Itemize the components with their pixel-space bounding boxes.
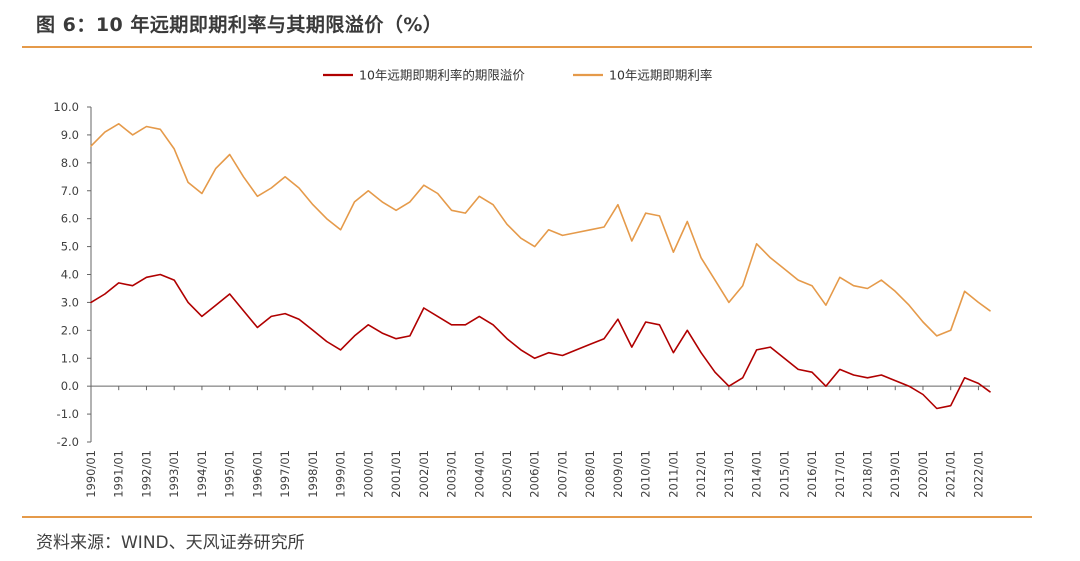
- y-tick-label: 6.0: [61, 212, 79, 226]
- series-line-0: [90, 273, 991, 410]
- chart-axes: 10.0 9.0 8.0 7.0 6.0 5.0 4.0 3.0 2.0 1.0 0.0 -1.0 -2…: [53, 100, 990, 498]
- x-tick-label: 1997/01: [278, 450, 292, 498]
- y-tick-label: 10.0: [53, 100, 79, 114]
- figure-title: 图 6：10 年远期即期利率与其期限溢价（%）: [36, 14, 443, 36]
- x-tick-label: 2000/01: [361, 450, 375, 498]
- x-tick-label: 1992/01: [139, 450, 153, 498]
- x-tick-label: 2022/01: [971, 450, 985, 498]
- y-tick-label: -2.0: [57, 435, 79, 449]
- x-tick-label: 2007/01: [555, 450, 569, 498]
- y-tick-label: 7.0: [61, 184, 79, 198]
- x-tick-label: 2008/01: [583, 450, 597, 498]
- title-divider: [22, 46, 1032, 48]
- x-tick-label: 2016/01: [805, 450, 819, 498]
- y-tick-label: 9.0: [61, 128, 79, 142]
- x-tick-label: 2006/01: [528, 450, 542, 498]
- y-tick-label: 8.0: [61, 156, 79, 170]
- x-tick-label: 2002/01: [417, 450, 431, 498]
- y-tick-label: 5.0: [61, 240, 79, 254]
- x-tick-label: 1996/01: [250, 450, 264, 498]
- y-tick-label: 4.0: [61, 268, 79, 282]
- x-tick-label: 2020/01: [916, 450, 930, 498]
- series-line-1: [90, 123, 991, 337]
- y-tick-label: 0.0: [61, 379, 79, 393]
- x-tick-label: 2013/01: [722, 450, 736, 498]
- x-tick-label: 1990/01: [84, 450, 98, 498]
- source-note: 资料来源：WIND、天风证券研究所: [36, 533, 305, 553]
- x-tick-label: 1994/01: [195, 450, 209, 498]
- y-tick-label: 2.0: [61, 323, 79, 337]
- x-tick-label: 2017/01: [833, 450, 847, 498]
- chart-legend: 10年远期即期利率的期限溢价 10年远期即期利率: [323, 68, 712, 83]
- x-tick-label: 2019/01: [888, 450, 902, 498]
- x-tick-label: 2012/01: [694, 450, 708, 498]
- x-tick-label: 2014/01: [750, 450, 764, 498]
- x-tick-label: 1991/01: [112, 450, 126, 498]
- legend-label-1: 10年远期即期利率: [609, 68, 712, 83]
- x-tick-label: 2011/01: [666, 450, 680, 498]
- x-tick-label: 2004/01: [472, 450, 486, 498]
- x-tick-label: 1998/01: [306, 450, 320, 498]
- y-tick-label: 3.0: [61, 295, 79, 309]
- x-tick-label: 2005/01: [500, 450, 514, 498]
- x-tick-label: 2018/01: [861, 450, 875, 498]
- source-divider: [22, 516, 1032, 518]
- x-tick-label: 2015/01: [777, 450, 791, 498]
- series-layer: [90, 123, 991, 410]
- x-tick-label: 2003/01: [445, 450, 459, 498]
- y-tick-label: 1.0: [61, 351, 79, 365]
- y-tick-label: -1.0: [57, 407, 79, 421]
- x-tick-label: 2001/01: [389, 450, 403, 498]
- x-tick-label: 2009/01: [611, 450, 625, 498]
- x-tick-label: 2021/01: [944, 450, 958, 498]
- x-tick-label: 2010/01: [639, 450, 653, 498]
- legend-label-0: 10年远期即期利率的期限溢价: [359, 68, 525, 83]
- x-tick-label: 1993/01: [167, 450, 181, 498]
- x-tick-label: 1999/01: [334, 450, 348, 498]
- x-tick-label: 1995/01: [223, 450, 237, 498]
